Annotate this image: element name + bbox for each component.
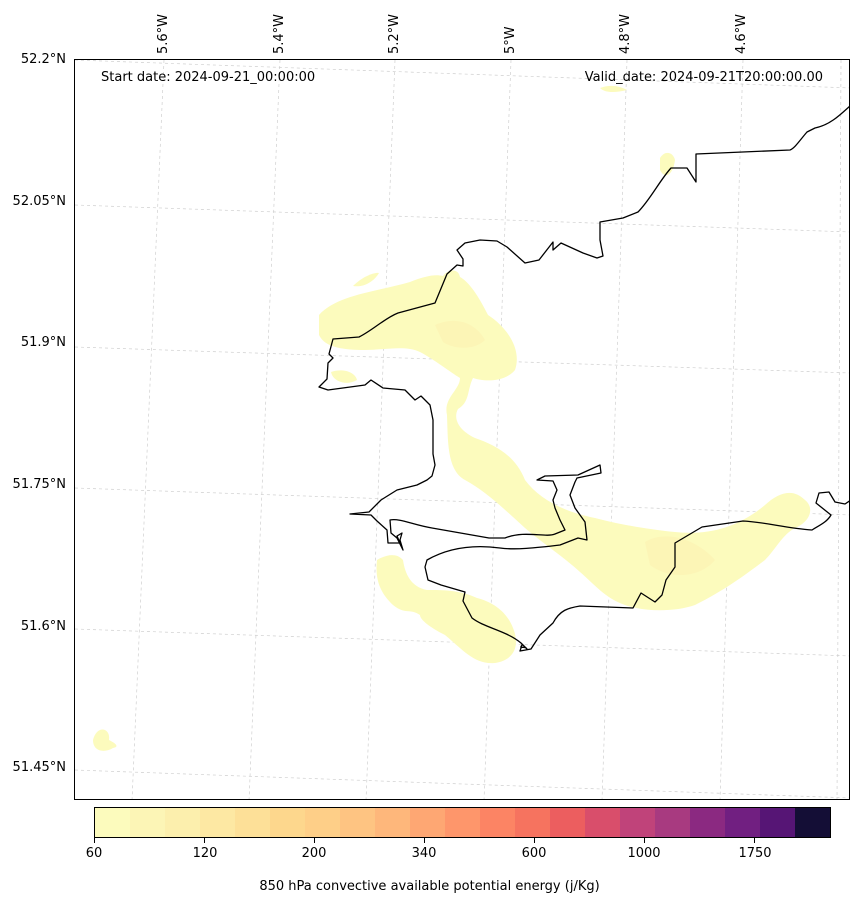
gridline-lon-5-6: [131, 60, 165, 799]
gridline-lon-4-6: [719, 60, 744, 799]
colorbar-tick-label: 600: [521, 846, 547, 861]
cape-field-band-2: [435, 320, 715, 576]
colorbar-bin: [725, 808, 760, 837]
lat-label-52-05: 52.05°N: [12, 194, 66, 209]
cape-area-lower: [423, 610, 455, 620]
colorbar-bin: [690, 808, 725, 837]
cape-area-islet-2: [660, 152, 675, 176]
gridline-lat-51-75: [75, 487, 849, 516]
colorbar-bin: [655, 808, 690, 837]
cape-area-core-2: [645, 536, 715, 576]
lon-label-5-4: 5.4°W: [272, 13, 287, 54]
cape-area-sw: [376, 555, 516, 664]
lon-label-4-8: 4.8°W: [618, 13, 633, 54]
map-canvas: [75, 60, 849, 799]
colorbar-bin: [340, 808, 375, 837]
colorbar-bin: [585, 808, 620, 837]
cape-area-islet-3: [600, 85, 627, 93]
colorbar-tick: [754, 838, 755, 843]
colorbar-bin: [235, 808, 270, 837]
colorbar-tick-label: 120: [192, 846, 218, 861]
gridline-lon-4-4: [836, 60, 842, 799]
lat-label-51-75: 51.75°N: [12, 477, 66, 492]
lon-label-5-6: 5.6°W: [156, 13, 171, 54]
colorbar-tick-label: 1750: [738, 846, 772, 861]
colorbar-tick-label: 1000: [627, 846, 661, 861]
colorbar-tick-label: 340: [411, 846, 437, 861]
gridline-lon-5-2: [365, 60, 396, 799]
coastline: [318, 105, 849, 652]
cape-area-ridge: [353, 272, 379, 287]
cape-field: [93, 85, 811, 751]
colorbar-bin: [375, 808, 410, 837]
colorbar-bin: [165, 808, 200, 837]
gridline-lat-52-05: [75, 204, 849, 233]
colorbar-bin: [515, 808, 550, 837]
colorbar-bin: [480, 808, 515, 837]
colorbar-bin: [550, 808, 585, 837]
map-plot-area: Start date: 2024-09-21_00:00:00 Valid_da…: [74, 59, 850, 800]
colorbar-bin: [620, 808, 655, 837]
colorbar-tick: [534, 838, 535, 843]
valid-date-label: Valid_date: 2024-09-21T20:00:00.00: [584, 70, 823, 85]
lat-label-51-45: 51.45°N: [12, 760, 66, 775]
lon-label-5-2: 5.2°W: [387, 13, 402, 54]
colorbar-bin: [200, 808, 235, 837]
colorbar-tick-label: 200: [301, 846, 327, 861]
colorbar-bin: [410, 808, 445, 837]
lat-label-51-6: 51.6°N: [20, 619, 66, 634]
gridline-lat-51-45: [75, 769, 849, 799]
lon-label-5: 5°W: [503, 26, 518, 54]
colorbar-bin: [760, 808, 795, 837]
lat-label-52-2: 52.2°N: [20, 52, 66, 67]
gridline-lon-5: [483, 60, 512, 799]
lat-label-51-9: 51.9°N: [20, 335, 66, 350]
colorbar-bin: [95, 808, 130, 837]
colorbar-tick: [204, 838, 205, 843]
cape-area-islet-1: [331, 370, 357, 383]
cape-area-main: [319, 270, 811, 611]
colorbar-bin: [445, 808, 480, 837]
colorbar-bin: [270, 808, 305, 837]
colorbar-title: 850 hPa convective available potential e…: [259, 879, 600, 894]
cape-area-islet-4: [93, 729, 117, 751]
colorbar-tick: [314, 838, 315, 843]
colorbar-tick: [644, 838, 645, 843]
colorbar-tick-label: 60: [85, 846, 103, 861]
graticule: [75, 60, 849, 799]
colorbar-tick: [94, 838, 95, 843]
gridline-lon-5-4: [248, 60, 281, 799]
colorbar-tick: [424, 838, 425, 843]
colorbar-bin: [305, 808, 340, 837]
colorbar-bin: [795, 808, 830, 837]
colorbar-bin: [130, 808, 165, 837]
gridline-lon-4-8: [601, 60, 628, 799]
lon-label-4-6: 4.6°W: [734, 13, 749, 54]
start-date-label: Start date: 2024-09-21_00:00:00: [101, 70, 316, 85]
coastline-north: [318, 105, 849, 652]
colorbar: [94, 807, 831, 838]
cape-area-core-1: [435, 320, 485, 348]
